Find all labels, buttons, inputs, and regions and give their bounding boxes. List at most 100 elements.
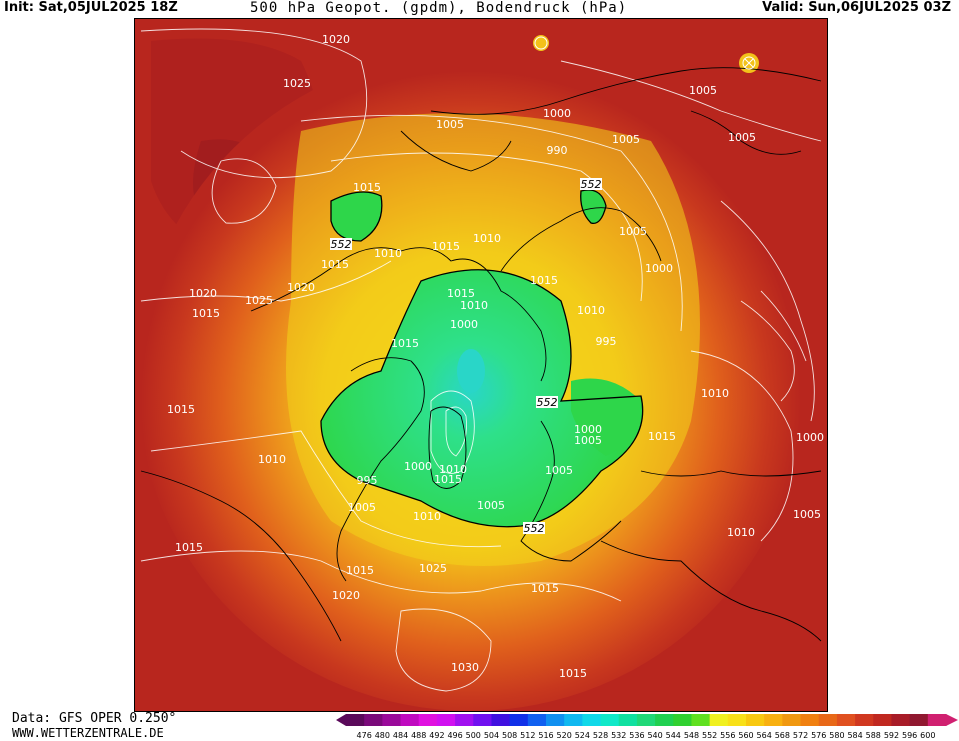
isobar-label: 1020 [287,281,315,294]
legend-swatch [564,714,583,726]
high-center-icon [534,36,548,50]
isobar-label: 1010 [701,387,729,400]
legend-tick-label: 476 [357,731,372,740]
legend-tick-label: 536 [629,731,644,740]
data-source: Data: GFS OPER 0.250° [12,711,177,726]
isobar-label: 1010 [413,510,441,523]
valid-time: Valid: Sun,06JUL2025 03Z [762,0,951,15]
geopotential-label-bg [536,396,558,408]
isobar-labels: 1020102510051000100599010051005101510101… [167,33,824,680]
legend-swatch [473,714,492,726]
high-center-icon [742,56,756,70]
legend-swatch [600,714,620,726]
legend-tick-label: 508 [502,731,517,740]
legend-tick-label: 576 [811,731,826,740]
isobar-label: 1010 [727,526,755,539]
legend-tick-label: 540 [647,731,662,740]
isobar-label: 1015 [559,667,587,680]
isobar-label: 1010 [577,304,605,317]
isobar-label: 1010 [258,453,286,466]
isobar-label: 1020 [332,589,360,602]
legend-swatch [800,714,820,726]
legend-tick-label: 496 [447,731,462,740]
legend-swatch [746,714,765,726]
legend-swatch [400,714,420,726]
legend-swatch [836,714,856,726]
map-title: 500 hPa Geopot. (gpdm), Bodendruck (hPa) [250,0,628,16]
isobar-label: 1015 [321,258,349,271]
legend-swatch [764,714,783,726]
legend-swatch [709,714,729,726]
legend-swatch [546,714,565,726]
isobar-label: 1025 [245,294,273,307]
geopotential-label-bg [330,238,352,250]
legend-tick-label: 584 [847,731,862,740]
isobar-label: 1010 [473,232,501,245]
isobar-label: 1005 [612,133,640,146]
legend-swatch [436,714,456,726]
isobar-label: 1000 [796,431,824,444]
legend-swatch [509,714,529,726]
legend-tick-label: 548 [684,731,699,740]
legend-swatch [364,714,383,726]
isobar-label: 1000 [574,423,602,436]
geopotential-label-bg [580,178,602,190]
legend-tick-label: 572 [793,731,808,740]
isobar-label: 1020 [322,33,350,46]
isobar-contours [140,28,822,692]
legend-swatch [673,714,692,726]
legend-tick-label: 588 [866,731,881,740]
legend-arrow-left-icon [336,714,346,726]
legend-tick-label: 596 [902,731,917,740]
legend-tick-label: 600 [920,731,935,740]
legend-swatch [691,714,711,726]
isobar-label: 1005 [545,464,573,477]
isobar-label: 1000 [543,107,571,120]
legend-tick-label: 480 [375,731,390,740]
legend-tick-label: 504 [484,731,499,740]
legend-tick-label: 528 [593,731,608,740]
legend-tick-label: 552 [702,731,717,740]
legend-tick-label: 484 [393,731,408,740]
isobar-label: 1010 [460,299,488,312]
isobar-label: 1015 [353,181,381,194]
isobar-label: 1010 [374,247,402,260]
legend-tick-label: 556 [720,731,735,740]
isobar-label: 995 [357,474,378,487]
cross-marker-icon [744,58,754,68]
legend-tick-label: 488 [411,731,426,740]
legend-tick-label: 568 [775,731,790,740]
isobar-label: 990 [547,144,568,157]
legend-swatch [636,714,656,726]
isobar-label: 1015 [432,240,460,253]
legend-ticks: 476 480 484 488 492 496 500 504 508 512 516 520 524 5… [357,731,936,740]
legend-tick-label: 500 [466,731,481,740]
legend-tick-label: 544 [666,731,681,740]
legend-tick-label: 512 [520,731,535,740]
high-pressure-markers [534,36,756,70]
legend-swatch [346,714,365,726]
isobar-label: 1015 [447,287,475,300]
isobar-label: 1015 [648,430,676,443]
legend-swatch [873,714,892,726]
legend-swatch [855,714,874,726]
isobar-label: 1005 [728,131,756,144]
legend-swatch [727,714,747,726]
isobar-label: 1020 [189,287,217,300]
legend-swatch [455,714,474,726]
isobar-label: 1015 [531,582,559,595]
legend-swatch [418,714,438,726]
legend-tick-label: 560 [738,731,753,740]
isobar-label: 1015 [167,403,195,416]
legend-arrow-right-icon [946,714,958,726]
isobar-label: 995 [596,335,617,348]
isobar-label: 1000 [404,460,432,473]
legend-tick-label: 532 [611,731,626,740]
isobar-label: 1000 [450,318,478,331]
legend-swatch [782,714,802,726]
legend-swatch [655,714,674,726]
isobar-label: 1005 [477,499,505,512]
website-credit: WWW.WETTERZENTRALE.DE [12,726,164,740]
legend-tick-label: 524 [575,731,590,740]
legend-swatch [818,714,838,726]
